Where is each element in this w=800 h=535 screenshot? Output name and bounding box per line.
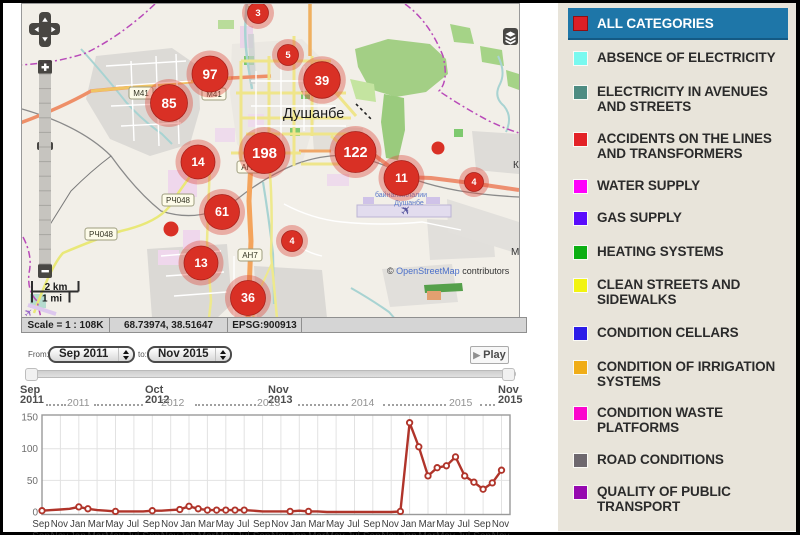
svg-text:0: 0: [32, 508, 38, 519]
svg-text:Mar: Mar: [87, 531, 105, 535]
svg-text:Jan: Jan: [70, 531, 86, 535]
svg-text:150: 150: [21, 413, 38, 424]
svg-text:Jan: Jan: [401, 519, 417, 530]
svg-text:Nov: Nov: [271, 531, 289, 535]
svg-text:May: May: [326, 519, 344, 530]
svg-text:May: May: [105, 531, 124, 535]
svg-text:Sep: Sep: [253, 531, 271, 535]
svg-text:Mar: Mar: [88, 519, 105, 530]
svg-text:85: 85: [161, 96, 177, 111]
svg-text:Jan: Jan: [290, 519, 306, 530]
svg-text:Sep: Sep: [473, 519, 490, 530]
svg-text:АН7: АН7: [242, 251, 258, 260]
svg-text:Nov: Nov: [51, 531, 69, 535]
svg-text:Mar: Mar: [419, 519, 436, 530]
svg-text:Nov: Nov: [51, 519, 68, 530]
svg-text:Sep: Sep: [473, 531, 491, 535]
svg-text:Mar: Mar: [198, 519, 215, 530]
svg-text:198: 198: [252, 145, 277, 162]
svg-text:К: К: [513, 160, 519, 171]
svg-text:May: May: [436, 531, 455, 535]
svg-text:5: 5: [285, 50, 291, 61]
svg-text:61: 61: [215, 205, 229, 219]
svg-text:Jan: Jan: [180, 519, 196, 530]
svg-text:50: 50: [27, 476, 39, 487]
svg-text:Mar: Mar: [308, 531, 326, 535]
svg-text:Nov: Nov: [492, 519, 509, 530]
svg-text:Jul: Jul: [457, 531, 470, 535]
svg-text:122: 122: [343, 145, 367, 161]
svg-text:100: 100: [21, 444, 38, 455]
svg-text:May: May: [436, 519, 454, 530]
svg-text:97: 97: [202, 67, 217, 82]
svg-text:Sep: Sep: [142, 531, 160, 535]
svg-text:Nov: Nov: [271, 519, 288, 530]
svg-text:May: May: [215, 531, 234, 535]
svg-text:Jul: Jul: [237, 519, 249, 530]
svg-text:Nov: Nov: [381, 531, 399, 535]
svg-text:Nov: Nov: [161, 531, 179, 535]
svg-text:Sep: Sep: [363, 519, 380, 530]
svg-text:36: 36: [241, 291, 255, 305]
svg-text:Mar: Mar: [308, 519, 325, 530]
svg-text:Sep: Sep: [253, 519, 270, 530]
svg-text:May: May: [216, 519, 234, 530]
svg-text:Sep: Sep: [363, 531, 381, 535]
svg-text:Sep: Sep: [32, 519, 49, 530]
svg-text:Jul: Jul: [237, 531, 250, 535]
svg-text:11: 11: [395, 171, 408, 185]
svg-text:4: 4: [289, 236, 294, 246]
svg-text:2 km: 2 km: [45, 282, 68, 293]
svg-text:Jul: Jul: [347, 519, 359, 530]
svg-text:М41: М41: [133, 89, 149, 98]
svg-text:Sep: Sep: [32, 531, 50, 535]
svg-text:Nov: Nov: [492, 531, 510, 535]
svg-text:Jul: Jul: [127, 531, 140, 535]
svg-text:13: 13: [194, 256, 208, 270]
svg-text:May: May: [326, 531, 345, 535]
svg-text:РЧ048: РЧ048: [166, 196, 191, 205]
svg-text:АН7: АН7: [241, 163, 257, 172]
svg-text:1 mi: 1 mi: [42, 294, 62, 305]
svg-text:Jul: Jul: [347, 531, 360, 535]
svg-text:Sep: Sep: [143, 519, 160, 530]
svg-text:3: 3: [255, 8, 260, 19]
svg-text:Jan: Jan: [290, 531, 306, 535]
svg-text:4: 4: [471, 177, 476, 187]
svg-text:Jan: Jan: [70, 519, 86, 530]
svg-text:Jul: Jul: [458, 519, 470, 530]
svg-text:© OpenStreetMap contributors: © OpenStreetMap contributors: [387, 266, 510, 276]
svg-text:Mar: Mar: [418, 531, 436, 535]
svg-text:М: М: [511, 247, 519, 258]
svg-text:Nov: Nov: [161, 519, 178, 530]
svg-text:Душанбе: Душанбе: [394, 199, 424, 207]
svg-text:Jan: Jan: [401, 531, 417, 535]
svg-text:М41: М41: [206, 90, 222, 99]
svg-text:РЧ048: РЧ048: [89, 230, 114, 239]
svg-text:14: 14: [191, 155, 205, 169]
svg-text:Душанбе: Душанбе: [283, 106, 344, 122]
svg-text:Nov: Nov: [382, 519, 399, 530]
svg-text:Jul: Jul: [127, 519, 139, 530]
svg-text:Jan: Jan: [180, 531, 196, 535]
svg-text:Mar: Mar: [198, 531, 216, 535]
svg-text:39: 39: [315, 73, 329, 88]
svg-text:May: May: [105, 519, 123, 530]
